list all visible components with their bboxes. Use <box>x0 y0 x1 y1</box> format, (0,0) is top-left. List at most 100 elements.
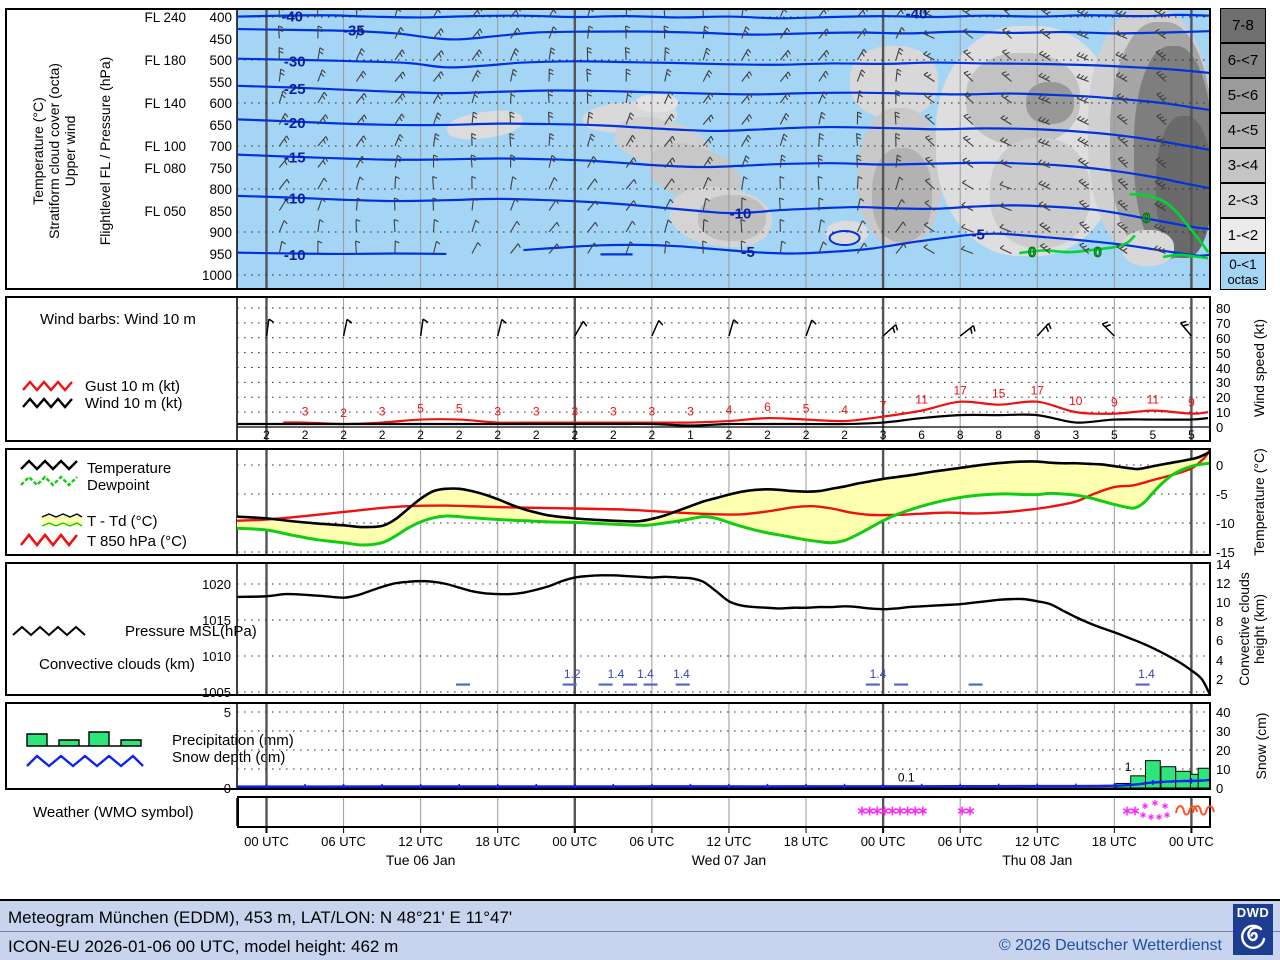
temperature-tick: -5 <box>1216 487 1228 502</box>
pressure-tick: 800 <box>209 182 232 197</box>
dewpoint-legend-icon <box>20 475 78 487</box>
flightlevel-tick: FL 050 <box>144 203 186 219</box>
precip-legend-icon <box>26 731 144 768</box>
mslp-tick: 1010 <box>202 649 231 664</box>
time-tick-label: 00 UTC <box>860 834 906 849</box>
octas-legend-item: 2-<3 <box>1220 183 1266 218</box>
time-tick-label: 06 UTC <box>321 834 366 849</box>
convective-height-tick: 12 <box>1216 575 1231 591</box>
octas-label: 0-<1 <box>1229 256 1257 272</box>
temperature-axis-label: Temperature (°C) <box>1251 448 1267 556</box>
t850-legend-icon <box>19 532 79 548</box>
octas-label: 5-<6 <box>1227 87 1259 104</box>
octas-label: 1-<2 <box>1227 227 1259 244</box>
precip-tick: 5 <box>223 705 231 720</box>
mslp-tick: 1020 <box>202 577 231 592</box>
mslp-tick: 1005 <box>202 685 231 700</box>
pressure-tick: 400 <box>209 10 232 25</box>
weather-panel-title: Weather (WMO symbol) <box>33 804 194 821</box>
convective-height-tick: 8 <box>1216 614 1224 630</box>
wind-speed-tick: 20 <box>1216 390 1231 406</box>
time-tick-label: 12 UTC <box>398 834 444 849</box>
stratiform-cloud-shape <box>636 94 678 112</box>
temperature-panel: Temperature Dewpoint T - Td (°C) T 850 h… <box>5 448 1211 556</box>
snow-tick: 20 <box>1216 743 1231 758</box>
wind-speed-tick: 50 <box>1216 345 1231 361</box>
octas-legend: 7-8 6-<7 5-<6 4-<5 3-<4 2-<3 1-<2 0-<1 octas <box>1220 8 1268 290</box>
label-stratiform: Stratiform cloud cover (octa) <box>46 63 62 239</box>
pressure-tick: 950 <box>209 246 232 262</box>
temperature-tick: -10 <box>1216 516 1235 531</box>
wind-legend-label: Wind 10 m (kt) <box>85 395 183 412</box>
convective-height-tick: 10 <box>1216 595 1231 610</box>
octas-legend-item: 6-<7 <box>1220 43 1266 78</box>
ttd-legend-label: T - Td (°C) <box>87 513 158 530</box>
copyright: © 2026 Deutscher Wetterdienst <box>998 937 1222 954</box>
octas-legend-item: 7-8 <box>1220 8 1266 43</box>
snow-tick: 40 <box>1216 705 1231 720</box>
octas-label: 6-<7 <box>1227 52 1259 69</box>
wind-speed-tick: 40 <box>1216 360 1231 376</box>
pressure-tick: 500 <box>209 53 232 68</box>
dwd-logo: DWD <box>1233 904 1273 955</box>
snow-axis-label: Snow (cm) <box>1253 712 1269 780</box>
time-tick-label: 00 UTC <box>244 834 289 849</box>
octas-legend-item: 0-<1 octas <box>1220 253 1266 290</box>
convective-axis-label-1: Convective clouds <box>1236 572 1252 686</box>
convective-height-tick: 2 <box>1216 671 1224 687</box>
snow-tick: 30 <box>1216 724 1231 739</box>
wind-panel: Wind barbs: Wind 10 m Gust 10 m (kt) Win… <box>5 296 1211 442</box>
wind-speed-tick: 80 <box>1216 301 1231 316</box>
stratiform-cloud-shape <box>990 138 1090 248</box>
snow-tick: 0 <box>1216 781 1224 796</box>
convective-height-tick: 6 <box>1216 633 1224 649</box>
dwd-spiral-icon <box>1241 924 1266 949</box>
octas-label: 3-<4 <box>1227 157 1259 174</box>
station-info: Meteogram München (EDDM), 453 m, LAT/LON… <box>8 908 513 927</box>
day-label: Wed 07 Jan <box>691 852 767 868</box>
octas-label: 7-8 <box>1232 17 1254 34</box>
convective-height-tick: 14 <box>1216 556 1231 572</box>
snow-tick: 10 <box>1216 762 1231 777</box>
flightlevel-tick: FL 240 <box>144 10 186 25</box>
gust-legend-label: Gust 10 m (kt) <box>85 378 181 395</box>
wind-legend-icon <box>22 397 73 409</box>
time-tick-label: 06 UTC <box>937 834 983 849</box>
convective-height-tick: 4 <box>1216 652 1224 668</box>
wind-speed-tick: 70 <box>1216 315 1231 331</box>
pressure-tick: 900 <box>209 225 232 240</box>
day-label: Thu 08 Jan <box>1002 852 1073 868</box>
octas-unit: octas <box>1227 271 1259 287</box>
gust-legend-icon <box>22 380 73 392</box>
pressure-tick: 850 <box>209 203 232 219</box>
label-upper-wind: Upper wind <box>62 115 78 187</box>
convective-legend-label: Convective clouds (km) <box>39 656 195 673</box>
time-tick-label: 12 UTC <box>706 834 752 849</box>
wind-panel-title: Wind barbs: Wind 10 m <box>40 311 196 328</box>
ttd-legend-icon <box>41 513 83 527</box>
footer: Meteogram München (EDDM), 453 m, LAT/LON… <box>0 899 1280 960</box>
pressure-tick: 750 <box>209 160 232 176</box>
upper-air-left-label: Temperature (°C) Stratiform cloud cover … <box>30 63 78 239</box>
pressure-legend-icon <box>12 625 86 637</box>
octas-label: 4-<5 <box>1227 122 1259 139</box>
pressure-tick: 550 <box>209 74 232 90</box>
dwd-logo-text: DWD <box>1236 905 1270 920</box>
octas-legend-item: 5-<6 <box>1220 78 1266 113</box>
pressure-legend-label: Pressure MSL(hPa) <box>125 623 257 640</box>
footer-divider <box>0 931 1280 932</box>
time-tick-label: 06 UTC <box>629 834 675 849</box>
time-tick-label: 18 UTC <box>475 834 521 849</box>
mslp-tick: 1015 <box>202 613 231 628</box>
wind-speed-tick: 0 <box>1216 420 1224 435</box>
wind-speed-tick: 60 <box>1216 330 1231 346</box>
pressure-tick: 700 <box>209 139 232 154</box>
wind-speed-tick: 30 <box>1216 375 1231 391</box>
t850-legend-label: T 850 hPa (°C) <box>87 533 187 550</box>
weather-symbol-box <box>237 796 1211 828</box>
stratiform-cloud-shape <box>698 195 766 241</box>
stratiform-cloud-shape <box>1122 230 1174 266</box>
dewpoint-legend-label: Dewpoint <box>87 477 150 494</box>
stratiform-cloud-shape <box>1026 82 1074 124</box>
